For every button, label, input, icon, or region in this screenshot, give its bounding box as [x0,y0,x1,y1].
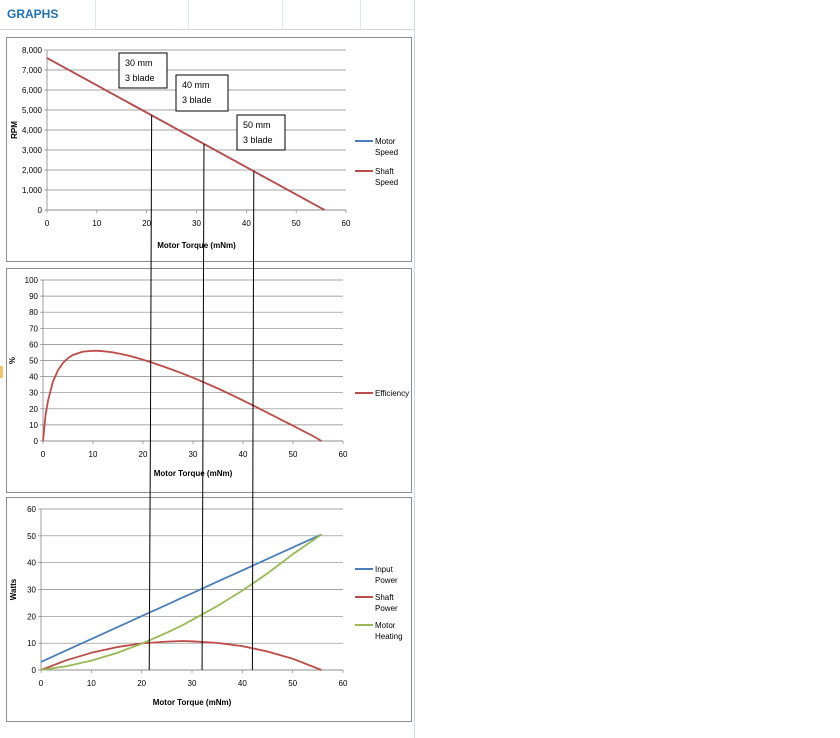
annotation-line1: 50 mm [243,120,271,130]
y-tick-label: 1,000 [22,186,43,195]
y-tick-label: 60 [29,340,38,349]
y-tick-label: 40 [29,373,38,382]
x-tick-label: 10 [87,679,96,688]
y-tick-label: 10 [27,639,36,648]
legend-label: Input Power [375,565,398,585]
x-tick-label: 40 [242,219,251,228]
x-tick-label: 10 [92,219,101,228]
y-axis-title: Watts [9,578,18,600]
y-tick-label: 50 [29,357,38,366]
annotation-frame [175,74,229,112]
y-tick-label: 30 [29,389,38,398]
y-axis-title: RPM [10,121,19,139]
cell-border [95,0,96,29]
y-tick-label: 0 [32,666,37,675]
y-tick-label: 0 [34,437,39,446]
legend-label: Motor Speed [375,137,398,157]
x-tick-label: 10 [89,450,98,459]
series-line-shaft-power [40,640,322,671]
legend-label: Shaft Power [375,593,398,613]
x-tick-label: 60 [339,450,348,459]
cell-border [360,0,361,29]
y-tick-label: 8,000 [22,46,43,55]
y-tick-label: 20 [27,612,36,621]
y-tick-label: 3,000 [22,146,43,155]
y-tick-label: 60 [27,505,36,514]
series-line-efficiency [42,349,322,442]
x-tick-label: 0 [45,219,50,228]
y-tick-label: 90 [29,292,38,301]
power-chart[interactable]: 0 10 20 30 40 50 60 0 10 20 30 40 50 60 Motor Torque (… [6,497,412,722]
series-line-shaft-speed [46,57,326,211]
efficiency-chart[interactable]: 0 10 20 30 40 50 60 70 80 90 100 0 10 20 30 40 50 60 Motor… [6,268,412,493]
annotation-box: 30 mm 3 blade [118,52,168,89]
y-tick-label: 80 [29,308,38,317]
y-tick-label: 30 [27,586,36,595]
x-tick-label: 20 [139,450,148,459]
legend-label: Efficiency [375,389,409,398]
y-tick-label: 2,000 [22,166,43,175]
sheet-title: GRAPHS [7,7,59,21]
efficiency-chart-svg: 0 10 20 30 40 50 60 70 80 90 100 0 10 20 30 40 50 60 Motor… [8,276,409,478]
x-axis-title: Motor Torque (mNm) [154,469,233,478]
x-tick-label: 50 [288,679,297,688]
annotation-line2: 3 blade [125,73,155,83]
power-chart-svg: 0 10 20 30 40 50 60 0 10 20 30 40 50 60 Motor Torque (… [9,505,403,707]
y-tick-label: 70 [29,324,38,333]
x-axis-title: Motor Torque (mNm) [157,241,236,250]
cell-border [188,0,189,29]
annotation-line1: 40 mm [182,80,210,90]
x-tick-label: 20 [142,219,151,228]
x-tick-label: 30 [192,219,201,228]
annotation-frame [236,114,286,151]
x-axis-title: Motor Torque (mNm) [153,698,232,707]
y-tick-label: 7,000 [22,66,43,75]
y-axis-title: % [8,357,17,364]
annotation-box: 40 mm 3 blade [175,74,229,112]
x-tick-label: 20 [137,679,146,688]
sheet-right-edge [414,0,415,738]
speed-chart-svg: 0 1,000 2,000 3,000 4,000 5,000 6,000 7,000 8,00… [10,46,398,250]
y-tick-label: 50 [27,532,36,541]
annotation-line2: 3 blade [243,135,273,145]
spreadsheet-area: GRAPHS 0 1,000 2,000 3,000 4,000 5,000 6,000 7,… [0,0,415,738]
x-tick-label: 30 [189,450,198,459]
x-tick-label: 0 [41,450,46,459]
annotation-line2: 3 blade [182,95,212,105]
x-tick-label: 50 [289,450,298,459]
annotation-box: 50 mm 3 blade [236,114,286,151]
x-tick-label: 50 [292,219,301,228]
y-tick-label: 10 [29,421,38,430]
y-tick-label: 40 [27,559,36,568]
x-tick-label: 60 [339,679,348,688]
y-tick-label: 5,000 [22,106,43,115]
x-tick-label: 40 [239,450,248,459]
x-tick-label: 30 [188,679,197,688]
annotation-frame [118,52,168,89]
speed-chart[interactable]: 0 1,000 2,000 3,000 4,000 5,000 6,000 7,000 8,00… [6,37,412,262]
x-tick-label: 0 [39,679,44,688]
active-cell-marker [0,366,3,378]
y-tick-label: 6,000 [22,86,43,95]
title-row: GRAPHS [0,0,415,30]
y-tick-label: 4,000 [22,126,43,135]
legend-label: Motor Heating [375,621,403,641]
cell-border [282,0,283,29]
y-tick-label: 100 [25,276,39,285]
annotation-line1: 30 mm [125,58,153,68]
series-line-motor-heating [40,533,322,671]
legend-label: Shaft Speed [375,167,398,187]
y-tick-label: 0 [38,206,43,215]
y-tick-label: 20 [29,405,38,414]
series-line-input-power [40,533,322,663]
x-tick-label: 60 [342,219,351,228]
x-tick-label: 40 [238,679,247,688]
